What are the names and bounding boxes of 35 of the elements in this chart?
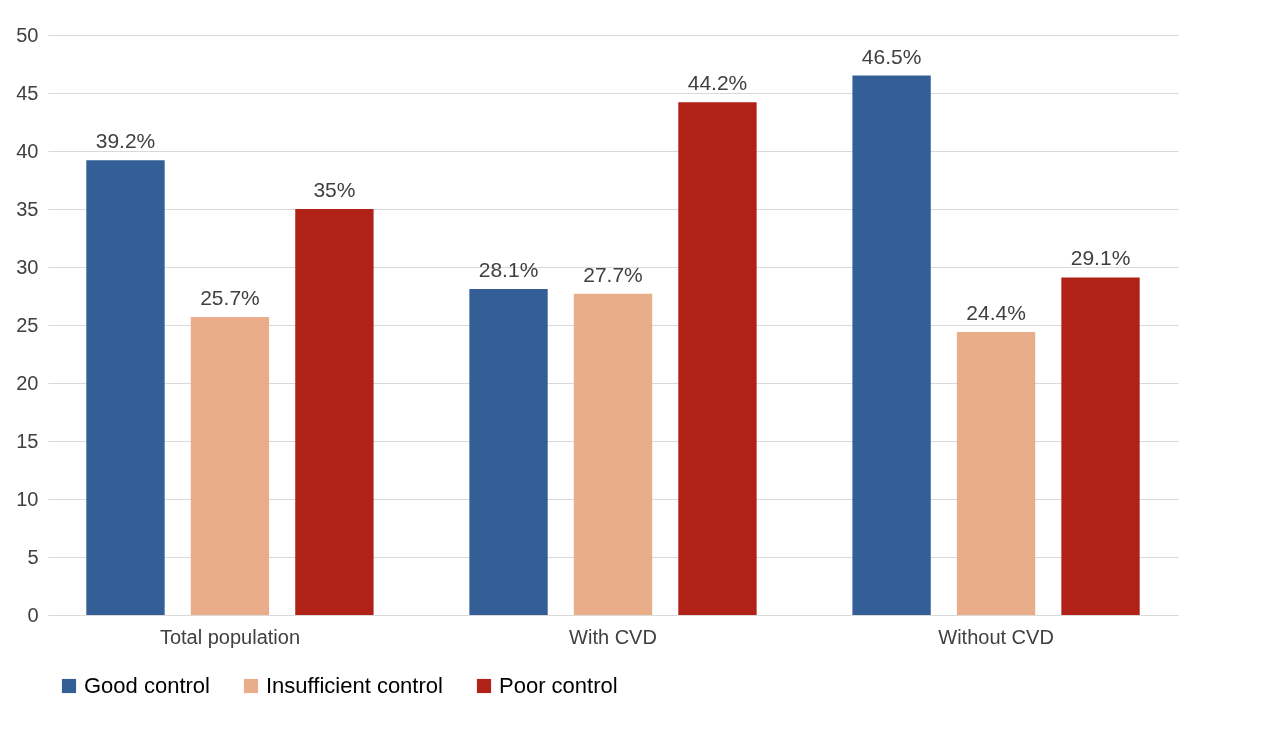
y-tick-label: 0 [27,603,39,626]
y-tick-label: 35 [16,197,39,220]
y-tick-label: 30 [16,255,39,278]
bar [956,331,1036,615]
y-tick-label: 15 [16,429,39,452]
y-tick-label: 10 [16,487,39,510]
data-label: 35% [313,178,356,201]
y-tick-label: 50 [16,23,39,46]
data-label: 25.7% [200,285,260,309]
bar [852,75,931,615]
x-tick-label: Total population [159,625,300,648]
bar [295,209,374,615]
legend-label: Poor control [499,673,618,698]
bar [469,289,548,615]
data-label: 29.1% [1070,246,1131,270]
y-tick-label: 40 [16,139,39,162]
data-label: 44.2% [687,71,748,95]
data-label: 46.5% [861,44,922,68]
legend-label: Insufficient control [266,673,443,698]
bar [678,102,757,615]
data-label: 28.1% [478,258,539,282]
x-tick-label: With CVD [569,625,657,648]
bar [1061,277,1140,615]
y-tick-label: 25 [16,313,39,336]
x-tick-label: Without CVD [938,625,1054,648]
bar [573,293,653,615]
y-tick-label: 45 [16,81,39,104]
data-label: 27.7% [583,262,643,286]
data-label: 24.4% [966,300,1026,324]
y-tick-label: 5 [27,545,39,568]
legend-label: Good control [84,673,210,698]
bar [190,316,270,615]
bar [86,160,165,615]
data-label: 39.2% [95,129,156,153]
y-tick-label: 20 [16,371,39,394]
